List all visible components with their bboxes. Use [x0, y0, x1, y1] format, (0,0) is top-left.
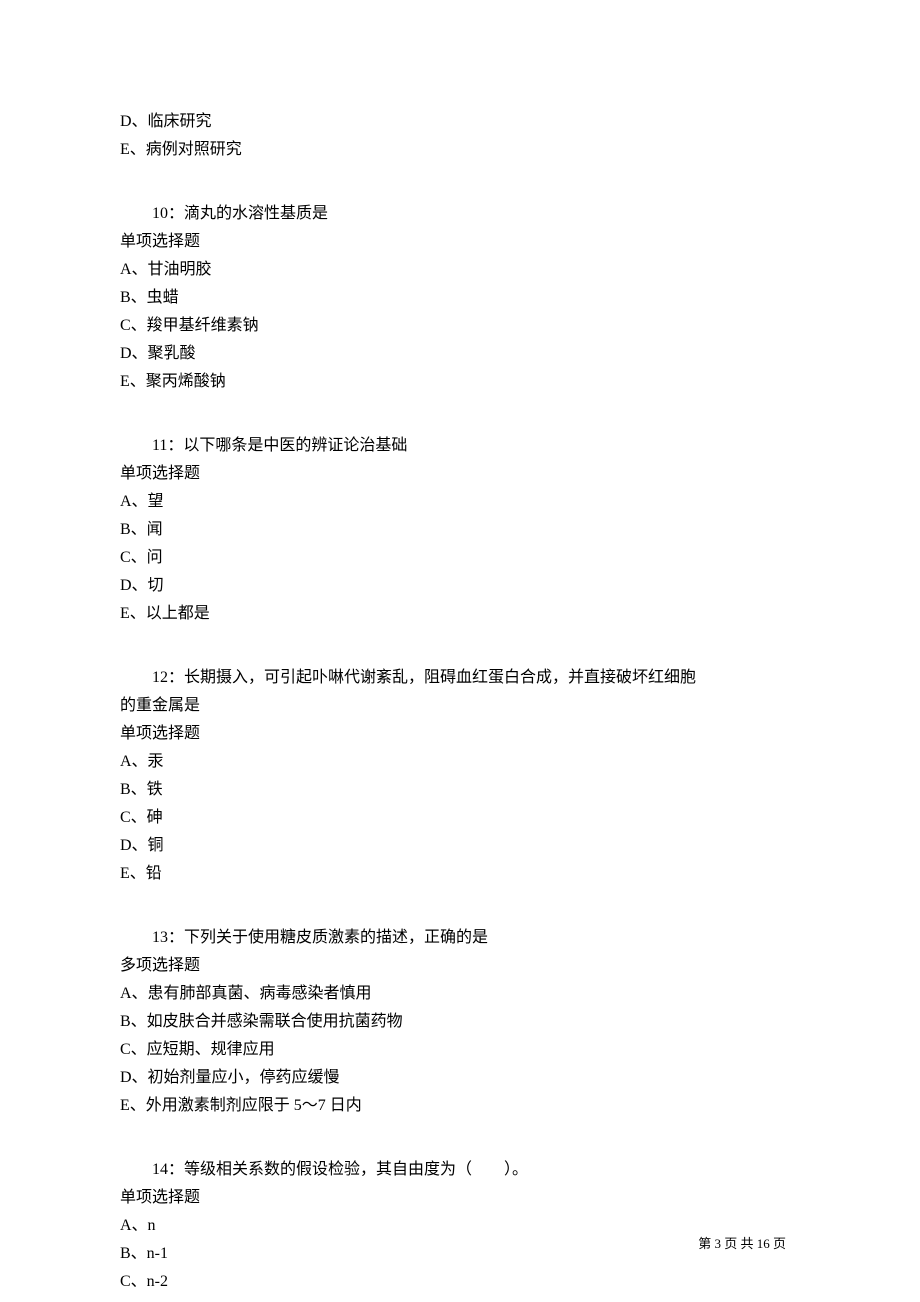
question-9-tail: D、临床研究 E、病例对照研究 — [120, 108, 800, 164]
option-e: E、病例对照研究 — [120, 136, 800, 164]
question-stem: 10：滴丸的水溶性基质是 — [120, 200, 800, 228]
question-stem: 13：下列关于使用糖皮质激素的描述，正确的是 — [120, 924, 800, 952]
option-c: C、n-2 — [120, 1268, 800, 1296]
question-stem: 14：等级相关系数的假设检验，其自由度为（ ）。 — [120, 1156, 800, 1184]
option-d: D、聚乳酸 — [120, 340, 800, 368]
spacer — [120, 636, 800, 664]
option-c: C、问 — [120, 544, 800, 572]
option-b: B、如皮肤合并感染需联合使用抗菌药物 — [120, 1008, 800, 1036]
page-footer: 第 3 页 共 16 页 — [698, 1233, 786, 1256]
question-stem-line2: 的重金属是 — [120, 692, 800, 720]
option-b: B、铁 — [120, 776, 800, 804]
spacer — [120, 172, 800, 200]
spacer — [120, 404, 800, 432]
question-type: 多项选择题 — [120, 952, 800, 980]
option-d: D、初始剂量应小，停药应缓慢 — [120, 1064, 800, 1092]
question-type: 单项选择题 — [120, 1184, 800, 1212]
option-a: A、患有肺部真菌、病毒感染者慎用 — [120, 980, 800, 1008]
option-e: E、外用激素制剂应限于 5～7 日内 — [120, 1092, 800, 1120]
question-stem: 11：以下哪条是中医的辨证论治基础 — [120, 432, 800, 460]
question-type: 单项选择题 — [120, 460, 800, 488]
question-10: 10：滴丸的水溶性基质是 单项选择题 A、甘油明胶 B、虫蜡 C、羧甲基纤维素钠… — [120, 200, 800, 396]
option-d: D、切 — [120, 572, 800, 600]
question-12: 12：长期摄入，可引起卟啉代谢紊乱，阻碍血红蛋白合成，并直接破坏红细胞 的重金属… — [120, 664, 800, 888]
question-type: 单项选择题 — [120, 720, 800, 748]
option-b: B、闻 — [120, 516, 800, 544]
option-d: D、铜 — [120, 832, 800, 860]
question-type: 单项选择题 — [120, 228, 800, 256]
question-14: 14：等级相关系数的假设检验，其自由度为（ ）。 单项选择题 A、n B、n-1… — [120, 1156, 800, 1296]
option-d: D、临床研究 — [120, 108, 800, 136]
spacer — [120, 896, 800, 924]
option-a: A、望 — [120, 488, 800, 516]
option-b: B、虫蜡 — [120, 284, 800, 312]
option-c: C、应短期、规律应用 — [120, 1036, 800, 1064]
option-c: C、羧甲基纤维素钠 — [120, 312, 800, 340]
option-a: A、甘油明胶 — [120, 256, 800, 284]
question-stem-line1: 12：长期摄入，可引起卟啉代谢紊乱，阻碍血红蛋白合成，并直接破坏红细胞 — [120, 664, 800, 692]
question-11: 11：以下哪条是中医的辨证论治基础 单项选择题 A、望 B、闻 C、问 D、切 … — [120, 432, 800, 628]
option-e: E、以上都是 — [120, 600, 800, 628]
option-c: C、砷 — [120, 804, 800, 832]
option-a: A、汞 — [120, 748, 800, 776]
spacer — [120, 1128, 800, 1156]
option-e: E、铅 — [120, 860, 800, 888]
option-e: E、聚丙烯酸钠 — [120, 368, 800, 396]
question-13: 13：下列关于使用糖皮质激素的描述，正确的是 多项选择题 A、患有肺部真菌、病毒… — [120, 924, 800, 1120]
